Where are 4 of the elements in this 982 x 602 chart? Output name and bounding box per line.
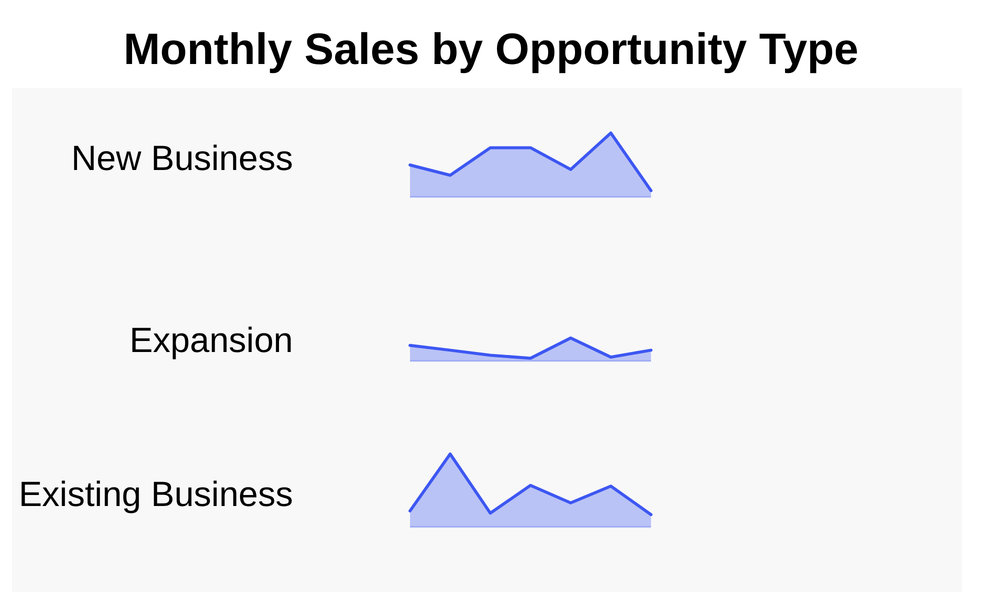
text: New Business (71, 139, 293, 178)
text: Expansion (130, 321, 293, 360)
chart-title: Monthly Sales by Opportunity Type (123, 25, 859, 74)
text: Existing Business (18, 475, 293, 514)
